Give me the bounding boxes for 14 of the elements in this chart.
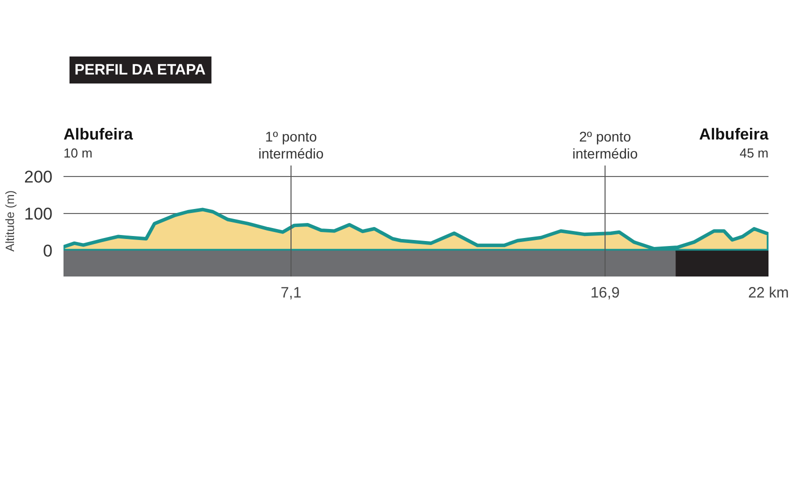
y-tick-label: 100 bbox=[24, 204, 53, 224]
ref-line-label: 2º ponto intermédio bbox=[572, 128, 638, 162]
text: Albufeira bbox=[699, 126, 769, 144]
text: 45 m bbox=[740, 146, 769, 160]
text: Albufeira bbox=[64, 126, 133, 144]
x-tick-label: 7,1 bbox=[280, 284, 302, 302]
chart-title: PERFIL DA ETAPA bbox=[74, 62, 206, 78]
ref-line-label: 1º ponto intermédio bbox=[258, 128, 324, 162]
text: 10 m bbox=[64, 146, 92, 160]
x-tick-label: 16,9 bbox=[590, 284, 620, 302]
y-tick-label: 200 bbox=[24, 168, 53, 187]
y-axis-title: Altitude (m) bbox=[3, 190, 18, 252]
y-tick-label: 0 bbox=[43, 242, 53, 261]
x-tick-label: 22 km bbox=[748, 284, 789, 302]
